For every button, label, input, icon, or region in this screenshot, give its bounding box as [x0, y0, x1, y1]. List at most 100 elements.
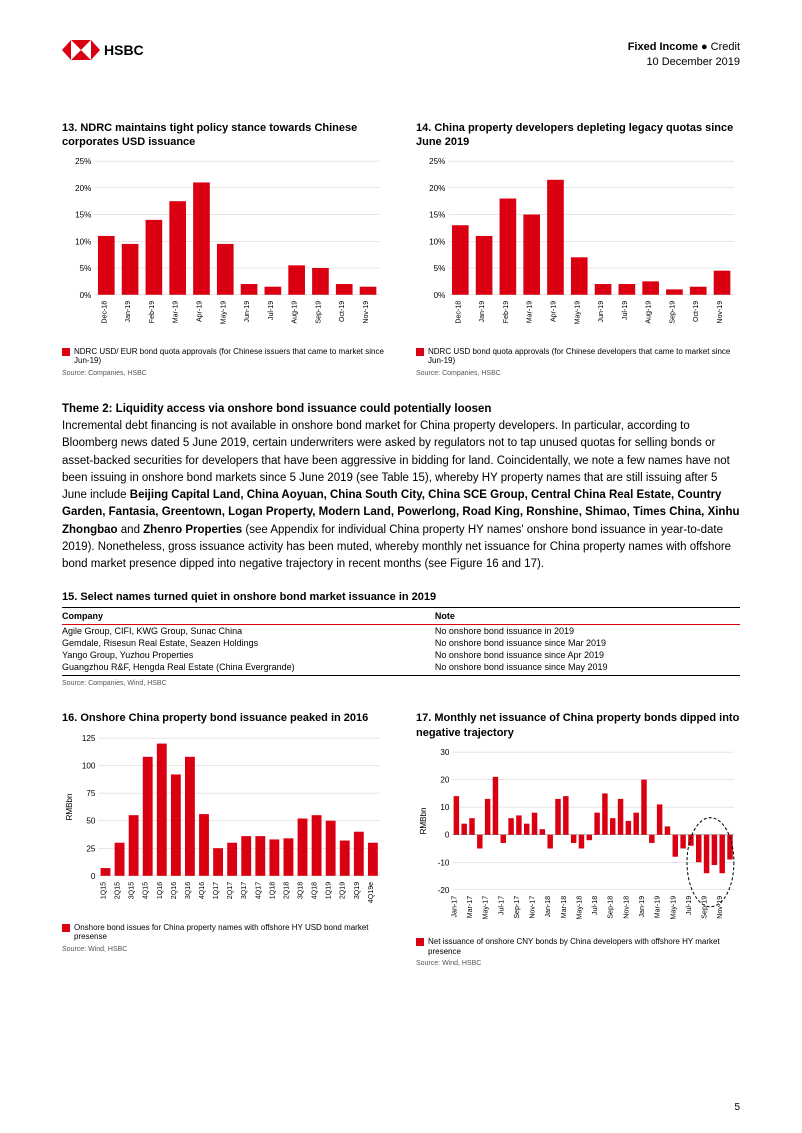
svg-text:Jan-19: Jan-19 — [478, 301, 486, 323]
legend-swatch-icon — [416, 348, 424, 356]
svg-text:0: 0 — [445, 831, 450, 840]
chart-14-svg: 0%5%10%15%20%25%Dec-18Jan-19Feb-19Mar-19… — [416, 155, 740, 337]
table-row: Gemdale, Risesun Real Estate, Seazen Hol… — [62, 637, 740, 649]
svg-text:Nov-19: Nov-19 — [716, 301, 724, 324]
svg-text:Jul-19: Jul-19 — [621, 301, 629, 320]
table-cell: No onshore bond issuance since Apr 2019 — [435, 649, 740, 661]
chart-14-legend: NDRC USD bond quota approvals (for Chine… — [416, 347, 740, 366]
svg-text:4Q17: 4Q17 — [254, 881, 262, 898]
svg-text:2Q19: 2Q19 — [339, 881, 347, 898]
svg-text:1Q15: 1Q15 — [99, 881, 107, 898]
chart-17: 17. Monthly net issuance of China proper… — [416, 711, 740, 967]
svg-text:May-19: May-19 — [669, 896, 677, 920]
svg-text:Nov-19: Nov-19 — [716, 896, 724, 919]
table-cell: Gemdale, Risesun Real Estate, Seazen Hol… — [62, 637, 435, 649]
chart-16: 16. Onshore China property bond issuance… — [62, 711, 386, 967]
svg-text:Mar-17: Mar-17 — [466, 896, 474, 918]
table-row: Yango Group, Yuzhou PropertiesNo onshore… — [62, 649, 740, 661]
header-date: 10 December 2019 — [628, 55, 740, 70]
table-cell: No onshore bond issuance in 2019 — [435, 625, 740, 638]
table-cell: Guangzhou R&F, Hengda Real Estate (China… — [62, 661, 435, 676]
svg-text:Aug-19: Aug-19 — [291, 301, 299, 324]
svg-text:10%: 10% — [75, 238, 91, 247]
svg-text:RMBbn: RMBbn — [65, 793, 74, 820]
chart-13-legend: NDRC USD/ EUR bond quota approvals (for … — [62, 347, 386, 366]
svg-text:Dec-18: Dec-18 — [100, 301, 108, 324]
svg-text:Mar-19: Mar-19 — [654, 896, 662, 918]
table-cell: Yango Group, Yuzhou Properties — [62, 649, 435, 661]
svg-text:Aug-19: Aug-19 — [645, 301, 653, 324]
chart-17-source: Source: Wind, HSBC — [416, 960, 740, 967]
hsbc-logo: HSBC — [62, 40, 144, 60]
table-15-col-note: Note — [435, 608, 740, 625]
svg-text:1Q19: 1Q19 — [325, 881, 333, 898]
svg-text:Jul-17: Jul-17 — [497, 896, 505, 915]
body-p1b: and — [118, 524, 144, 536]
svg-text:5%: 5% — [434, 264, 446, 273]
svg-text:May-19: May-19 — [573, 301, 581, 325]
svg-text:25%: 25% — [75, 157, 91, 166]
svg-text:Jan-18: Jan-18 — [544, 896, 552, 918]
chart-14-title: 14. China property developers depleting … — [416, 121, 740, 150]
svg-text:25: 25 — [86, 844, 96, 853]
charts-row-bottom: 16. Onshore China property bond issuance… — [62, 711, 740, 967]
body-bold-last: Zhenro Properties — [143, 524, 242, 536]
chart-16-legend-text: Onshore bond issues for China property n… — [74, 923, 386, 942]
svg-text:1Q16: 1Q16 — [156, 881, 164, 898]
svg-text:Nov-18: Nov-18 — [622, 896, 630, 919]
svg-text:May-19: May-19 — [219, 301, 227, 325]
svg-text:Sep-19: Sep-19 — [701, 896, 709, 919]
chart-13-title: 13. NDRC maintains tight policy stance t… — [62, 121, 386, 150]
svg-text:-10: -10 — [438, 858, 450, 867]
svg-text:Mar-19: Mar-19 — [526, 301, 534, 323]
theme-title: Theme 2: Liquidity access via onshore bo… — [62, 403, 491, 415]
svg-text:Jul-19: Jul-19 — [685, 896, 693, 915]
chart-13: 13. NDRC maintains tight policy stance t… — [62, 121, 386, 377]
chart-14-source: Source: Companies, HSBC — [416, 370, 740, 377]
svg-text:Nov-17: Nov-17 — [529, 896, 537, 919]
svg-text:Jun-19: Jun-19 — [243, 301, 251, 323]
svg-text:1Q18: 1Q18 — [268, 881, 276, 898]
svg-text:75: 75 — [86, 789, 96, 798]
svg-text:Sep-18: Sep-18 — [607, 896, 615, 919]
svg-text:3Q18: 3Q18 — [297, 881, 305, 898]
table-cell: No onshore bond issuance since Mar 2019 — [435, 637, 740, 649]
chart-17-svg: -20-100102030Jan-17Mar-17May-17Jul-17Sep… — [416, 746, 740, 928]
chart-13-svg: 0%5%10%15%20%25%Dec-18Jan-19Feb-19Mar-19… — [62, 155, 386, 337]
svg-text:Nov-19: Nov-19 — [362, 301, 370, 324]
header-meta: Fixed Income●Credit 10 December 2019 — [628, 40, 740, 71]
svg-text:2Q17: 2Q17 — [226, 881, 234, 898]
chart-16-svg: 02550751001251Q152Q153Q154Q151Q162Q163Q1… — [62, 732, 386, 914]
legend-swatch-icon — [416, 938, 424, 946]
svg-text:2Q18: 2Q18 — [282, 881, 290, 898]
svg-text:0%: 0% — [434, 291, 446, 300]
svg-text:Oct-19: Oct-19 — [692, 301, 700, 322]
svg-text:3Q16: 3Q16 — [184, 881, 192, 898]
svg-text:May-18: May-18 — [575, 896, 583, 920]
svg-text:Jun-19: Jun-19 — [597, 301, 605, 323]
legend-swatch-icon — [62, 924, 70, 932]
svg-text:Dec-18: Dec-18 — [454, 301, 462, 324]
svg-text:25%: 25% — [429, 157, 445, 166]
table-15: Company Note Agile Group, CIFI, KWG Grou… — [62, 607, 740, 676]
chart-16-legend: Onshore bond issues for China property n… — [62, 923, 386, 942]
svg-text:4Q16: 4Q16 — [198, 881, 206, 898]
svg-text:50: 50 — [86, 816, 96, 825]
table-cell: Agile Group, CIFI, KWG Group, Sunac Chin… — [62, 625, 435, 638]
table-15-col-company: Company — [62, 608, 435, 625]
svg-text:RMBbn: RMBbn — [419, 807, 428, 834]
svg-text:Sep-17: Sep-17 — [513, 896, 521, 919]
svg-text:Apr-19: Apr-19 — [549, 301, 557, 322]
svg-text:4Q15: 4Q15 — [142, 881, 150, 898]
table-15-source: Source: Companies, Wind, HSBC — [62, 680, 740, 687]
svg-text:2Q15: 2Q15 — [114, 881, 122, 898]
hsbc-hexagon-icon — [62, 40, 100, 60]
svg-text:Jul-18: Jul-18 — [591, 896, 599, 915]
table-row: Guangzhou R&F, Hengda Real Estate (China… — [62, 661, 740, 676]
svg-text:3Q17: 3Q17 — [240, 881, 248, 898]
table-cell: No onshore bond issuance since May 2019 — [435, 661, 740, 676]
svg-text:20%: 20% — [429, 184, 445, 193]
svg-text:3Q19: 3Q19 — [353, 881, 361, 898]
header-category-light: Credit — [711, 41, 740, 53]
svg-text:Jan-19: Jan-19 — [124, 301, 132, 323]
